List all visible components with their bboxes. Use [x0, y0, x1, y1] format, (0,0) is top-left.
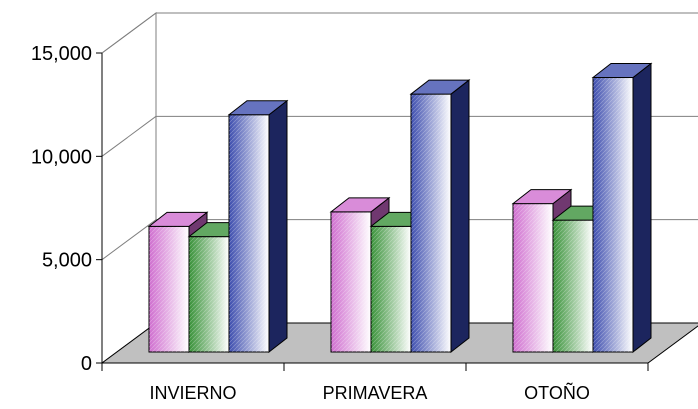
bar-texture	[411, 94, 451, 353]
y-tick-label: 5,000	[42, 250, 92, 272]
bar-texture	[229, 114, 269, 352]
y-tick-label: 0	[81, 353, 92, 375]
bar-top-face	[591, 63, 653, 79]
bar-top-face	[511, 189, 573, 205]
bars	[147, 62, 653, 354]
x-category-label: PRIMAVERA	[323, 383, 428, 403]
bar-texture	[513, 203, 553, 352]
axes	[96, 52, 649, 371]
x-category-label: INVIERNO	[149, 383, 236, 403]
gridline-side	[101, 219, 157, 261]
bar-texture	[149, 226, 189, 352]
bar-texture	[331, 211, 371, 352]
bar-side-face	[450, 79, 470, 354]
bar-texture	[371, 226, 411, 352]
bar-top-face	[147, 211, 209, 227]
side-wall	[101, 12, 157, 364]
x-category-labels: INVIERNO PRIMAVERA OTOÑO	[149, 382, 589, 403]
bar-top-face	[329, 197, 391, 213]
gridline-side	[101, 12, 157, 54]
bar-texture	[189, 236, 229, 352]
gridline-side	[101, 115, 157, 157]
bar-side-face	[632, 62, 652, 354]
y-tick-labels: 0 5,000 10,000 15,000	[31, 43, 92, 375]
bar-texture	[553, 220, 593, 352]
bar-invierno-series-3	[227, 99, 289, 354]
bar-texture	[593, 77, 633, 353]
x-category-label: OTOÑO	[524, 382, 590, 403]
bar-top-face	[227, 100, 289, 116]
bar-primavera-series-3	[409, 79, 471, 354]
y-tick-label: 10,000	[31, 146, 92, 168]
bar-top-face	[409, 79, 471, 95]
y-tick-label: 15,000	[31, 43, 92, 65]
bar-otoño-series-3	[591, 62, 653, 354]
bar-side-face	[268, 99, 288, 354]
